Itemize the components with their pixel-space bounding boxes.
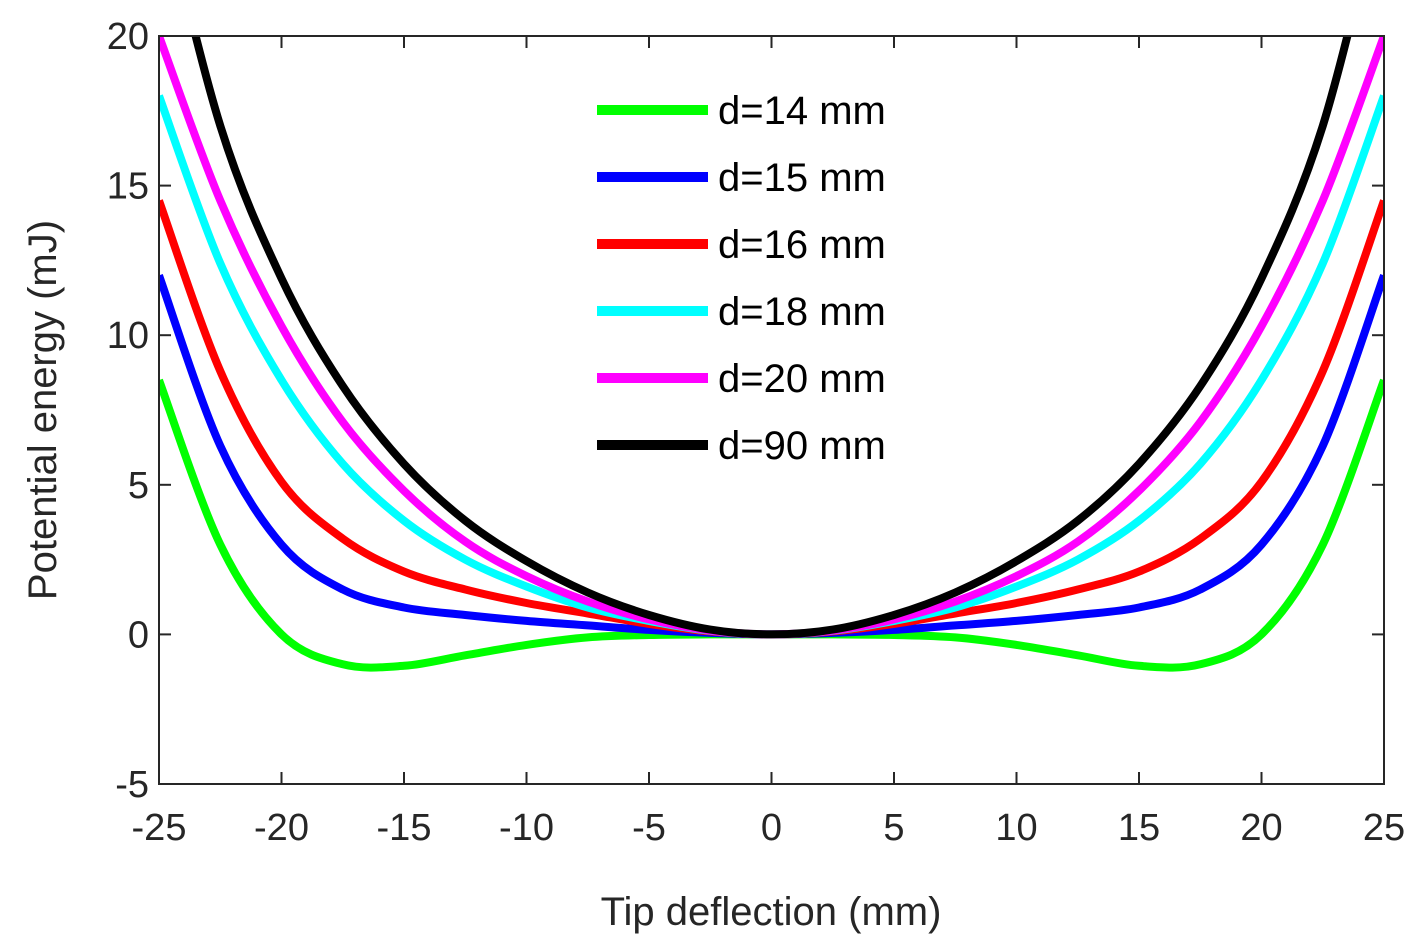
series-layer	[159, 36, 1384, 672]
legend-label: d=90 mm	[718, 424, 886, 468]
x-tick-label: -5	[632, 807, 666, 849]
y-tick-label: 15	[107, 166, 149, 208]
tick-layer: -25 -20 -15 -10 -5 0 5 10 15 20 25 -5 0 5 10 15 20	[107, 16, 1405, 849]
x-axis-label: Tip deflection (mm)	[601, 890, 942, 934]
x-tick-label: -20	[254, 807, 309, 849]
y-tick-label: -5	[115, 764, 149, 806]
legend-label: d=20 mm	[718, 357, 886, 401]
legend-label: d=14 mm	[718, 89, 886, 133]
x-tick-label: 15	[1118, 807, 1160, 849]
legend-label: d=16 mm	[718, 223, 886, 267]
y-tick-label: 10	[107, 315, 149, 357]
series-line-5	[191, 36, 1352, 639]
y-tick-label: 20	[107, 16, 149, 58]
x-tick-label: 0	[761, 807, 782, 849]
legend: d=14 mm d=15 mm d=16 mm d=18 mm d=20 mm d=90 …	[597, 89, 886, 468]
x-tick-label: -25	[132, 807, 187, 849]
x-tick-label: -15	[377, 807, 432, 849]
legend-label: d=15 mm	[718, 156, 886, 200]
x-tick-label: 5	[883, 807, 904, 849]
y-axis-label: Potential energy (mJ)	[21, 220, 65, 600]
legend-label: d=18 mm	[718, 290, 886, 334]
y-tick-label: 5	[128, 465, 149, 507]
x-tick-label: 10	[995, 807, 1037, 849]
y-tick-label: 0	[128, 614, 149, 656]
x-tick-label: 20	[1240, 807, 1282, 849]
x-tick-label: -10	[499, 807, 554, 849]
x-tick-label: 25	[1363, 807, 1405, 849]
plot-area	[159, 36, 1384, 784]
